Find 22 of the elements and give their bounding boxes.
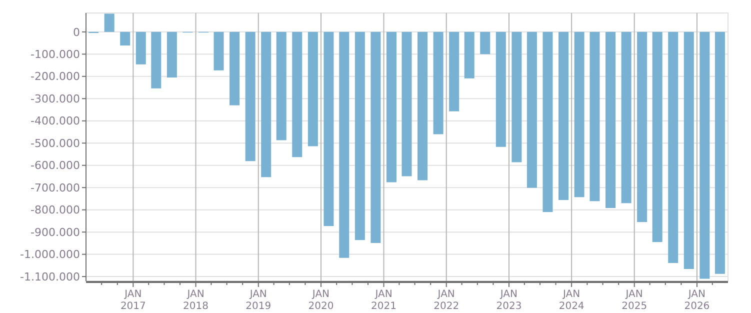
x-tick-label: JAN 2025 <box>622 289 648 312</box>
y-tick-label: 0 <box>73 26 80 39</box>
x-tick-label: JAN 2022 <box>434 289 460 312</box>
y-tick-label: -400.000 <box>30 114 80 128</box>
x-tick-label: JAN 2018 <box>183 289 208 312</box>
y-tick-label: -100.000 <box>30 48 80 61</box>
x-tick-label: JAN 2017 <box>120 289 146 312</box>
x-tick-label: JAN 2023 <box>496 289 522 312</box>
y-tick-label: -300.000 <box>30 92 80 106</box>
y-tick-label: -700.000 <box>30 181 80 194</box>
x-tick-label: JAN 2020 <box>308 289 334 312</box>
y-tick-label: -1.100.000 <box>20 270 80 284</box>
y-tick-label: -500.000 <box>30 136 80 150</box>
y-tick-label: -600.000 <box>30 159 80 172</box>
x-tick-label: JAN 2019 <box>246 289 272 312</box>
x-tick-label: JAN 2026 <box>684 289 710 312</box>
x-tick-label: JAN 2021 <box>371 289 396 312</box>
y-tick-label: -900.000 <box>30 226 80 239</box>
y-tick-label: -800.000 <box>30 204 80 217</box>
x-tick-label: JAN 2024 <box>558 289 584 312</box>
y-tick-label: -200.000 <box>30 70 80 84</box>
y-tick-label: -1.000.000 <box>20 248 80 262</box>
